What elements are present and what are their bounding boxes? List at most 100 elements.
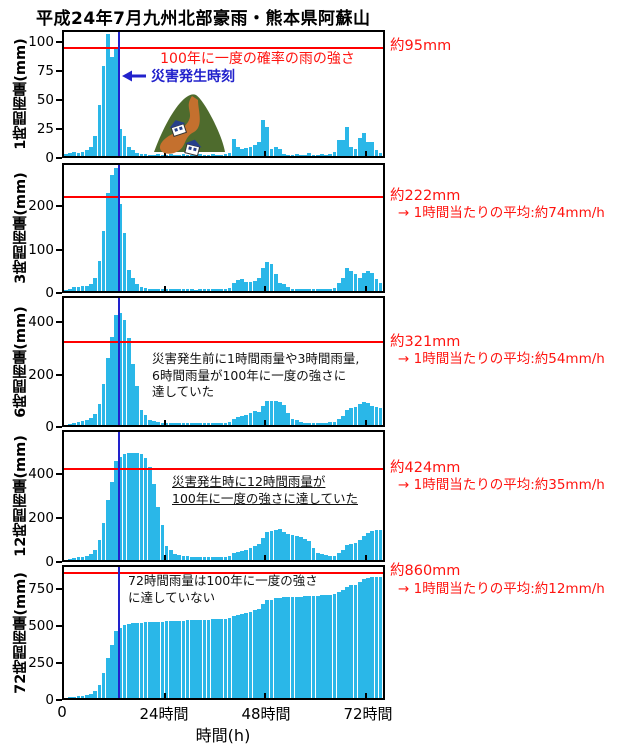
bar <box>357 403 362 425</box>
disaster-time-line <box>118 165 121 291</box>
bar <box>278 402 282 425</box>
y-tick-label: 400 <box>28 314 54 331</box>
bar <box>68 423 72 425</box>
x-tick-mark <box>264 151 267 156</box>
y-axis-label-3h: 3時間雨量(mm) <box>13 172 29 284</box>
panel-6h-rainfall: 6時間雨量(mm) 災害発生前に1時間雨量や3時間雨量, 6時間雨量が100年に一… <box>13 296 385 435</box>
y-tick-mark <box>56 157 62 159</box>
bar <box>194 620 198 698</box>
bar <box>265 400 270 425</box>
bar <box>378 576 383 698</box>
x-tick-24: 24時間 <box>139 705 189 723</box>
x-tick-mark <box>264 555 267 560</box>
bar <box>278 282 282 291</box>
bar <box>299 596 303 698</box>
bar <box>248 146 253 156</box>
panel-1h-rainfall: 1時間雨量(mm) 100年に一度の確率の雨の強さ 災害発生時刻 <box>13 30 385 166</box>
bar <box>181 620 186 698</box>
bar <box>122 233 127 291</box>
bar <box>261 604 265 698</box>
bar <box>261 537 265 560</box>
bar <box>185 422 190 425</box>
bar <box>362 402 366 425</box>
bar <box>152 622 156 698</box>
bar <box>332 555 337 560</box>
bar <box>160 621 165 698</box>
bar <box>324 555 328 560</box>
bar <box>374 150 379 156</box>
note-line: 達していた <box>152 384 215 399</box>
bar <box>156 289 161 291</box>
bar <box>345 409 349 425</box>
bar <box>311 154 316 156</box>
bar <box>219 154 223 156</box>
bar <box>273 146 278 156</box>
bar <box>181 422 186 425</box>
bar <box>68 558 72 560</box>
plot-area-3h <box>62 163 385 293</box>
house-icon <box>169 120 188 137</box>
bar <box>231 418 236 425</box>
bar <box>105 357 110 425</box>
bar <box>156 621 161 698</box>
bar <box>185 289 190 291</box>
bar <box>110 336 114 425</box>
bar <box>315 154 320 156</box>
bar <box>231 282 236 291</box>
bar <box>273 401 278 425</box>
bar <box>72 558 77 560</box>
bar <box>89 553 93 560</box>
bar <box>370 531 375 560</box>
bar <box>198 153 202 156</box>
bar <box>320 595 324 698</box>
y-tick-label: 400 <box>28 466 54 482</box>
bar <box>290 418 295 425</box>
bar <box>173 620 177 698</box>
bar <box>160 422 165 425</box>
y-tick-mark <box>56 373 62 376</box>
bar <box>202 556 207 560</box>
bar <box>164 621 169 698</box>
bar <box>345 126 349 156</box>
panel-72h-rainfall: 72時間雨量(mm) 72時間雨量は100年に一度の強さ に達していない 0 250… <box>13 565 385 708</box>
bar <box>215 154 219 156</box>
y-tick-mark <box>56 321 62 324</box>
bar <box>177 289 182 291</box>
bar <box>252 546 257 560</box>
bar <box>278 597 282 698</box>
y-tick-label: 0 <box>45 150 54 166</box>
bar <box>135 453 140 560</box>
bar <box>282 284 286 291</box>
bar <box>105 34 110 156</box>
bar <box>299 289 303 291</box>
threshold-annotation-1h: 約95mm <box>390 38 452 55</box>
bar <box>152 484 156 560</box>
y-tick-mark <box>56 98 62 101</box>
bar <box>189 154 194 156</box>
bar <box>152 154 156 156</box>
bar <box>362 133 366 156</box>
bar <box>252 610 257 698</box>
x-tick-mark <box>163 555 166 560</box>
bar <box>273 274 278 291</box>
bar <box>252 280 257 291</box>
bar <box>362 535 366 560</box>
bar <box>248 282 253 291</box>
bar <box>257 412 261 425</box>
bar <box>349 543 354 560</box>
bar <box>80 151 85 156</box>
bar <box>173 422 177 425</box>
bar <box>265 126 270 156</box>
bar <box>257 544 261 560</box>
x-tick-mark <box>163 693 166 698</box>
y-tick-mark <box>56 587 62 590</box>
bar <box>357 539 362 560</box>
bar <box>215 289 219 291</box>
bar <box>269 599 274 698</box>
bar <box>294 153 299 156</box>
bar <box>320 422 324 425</box>
bar <box>269 531 274 560</box>
bar <box>336 140 341 156</box>
bar <box>80 695 85 698</box>
bar <box>307 152 312 156</box>
